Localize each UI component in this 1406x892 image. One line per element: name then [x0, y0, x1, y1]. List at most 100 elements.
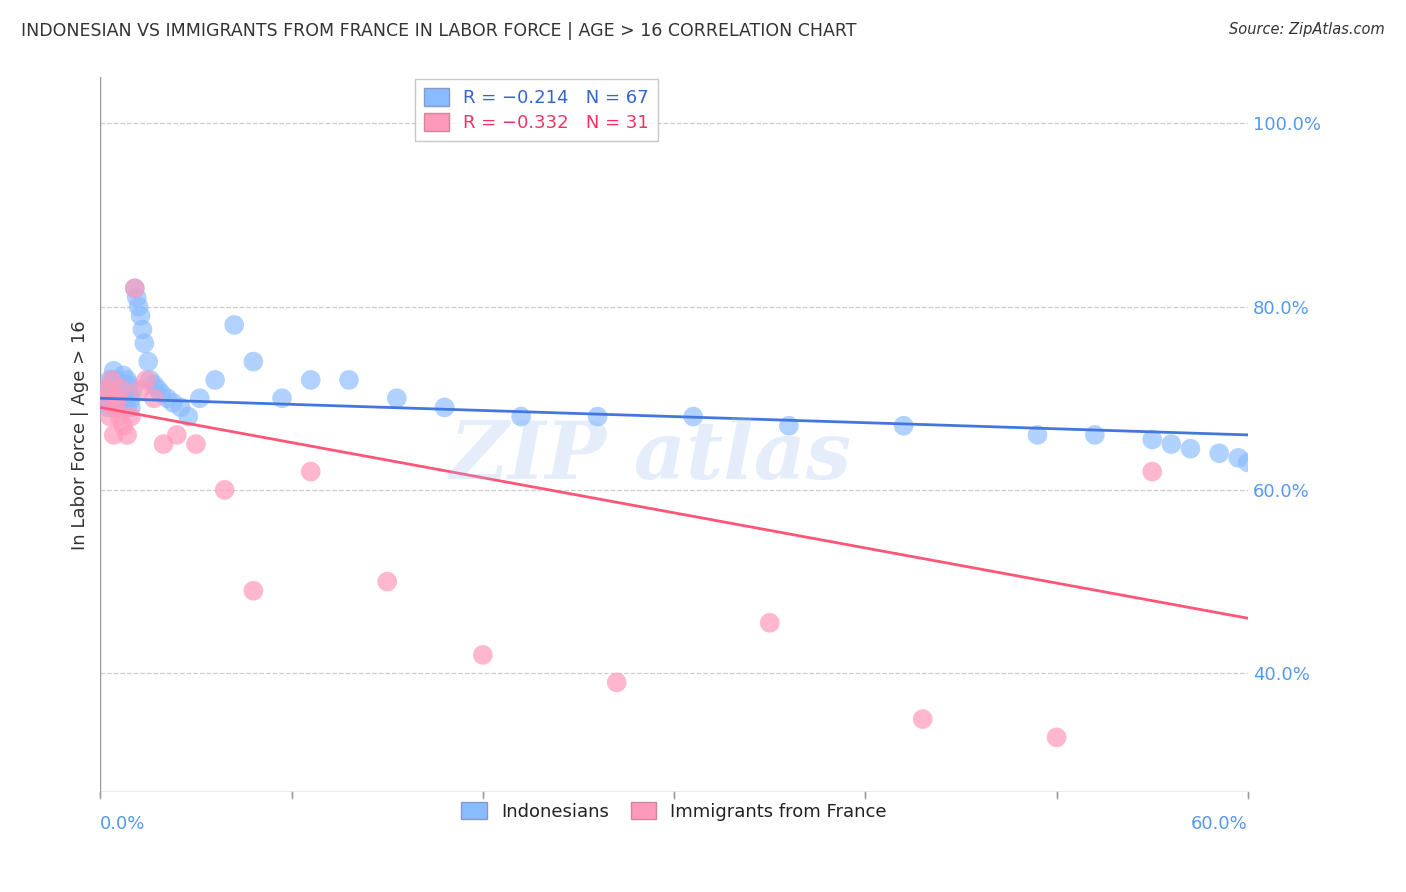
- Point: [224, 318, 246, 332]
- Point: [108, 409, 131, 424]
- Point: [98, 391, 121, 405]
- Point: [299, 373, 322, 387]
- Point: [214, 483, 236, 497]
- Point: [242, 583, 264, 598]
- Point: [135, 373, 157, 387]
- Point: [125, 290, 148, 304]
- Point: [142, 377, 165, 392]
- Point: [1227, 450, 1250, 465]
- Point: [586, 409, 609, 424]
- Point: [471, 648, 494, 662]
- Point: [337, 373, 360, 387]
- Point: [120, 409, 142, 424]
- Point: [156, 391, 179, 405]
- Point: [104, 401, 127, 415]
- Point: [103, 364, 125, 378]
- Point: [1208, 446, 1230, 460]
- Point: [146, 382, 169, 396]
- Point: [184, 437, 207, 451]
- Point: [188, 391, 211, 405]
- Point: [124, 281, 146, 295]
- Point: [98, 409, 121, 424]
- Point: [110, 377, 132, 392]
- Point: [385, 391, 408, 405]
- Point: [152, 437, 174, 451]
- Point: [911, 712, 934, 726]
- Point: [107, 391, 129, 405]
- Point: [94, 391, 117, 405]
- Point: [136, 354, 159, 368]
- Point: [606, 675, 628, 690]
- Point: [97, 382, 120, 396]
- Point: [139, 373, 162, 387]
- Point: [177, 409, 200, 424]
- Point: [115, 373, 138, 387]
- Point: [98, 373, 121, 387]
- Point: [110, 382, 132, 396]
- Point: [758, 615, 780, 630]
- Text: Source: ZipAtlas.com: Source: ZipAtlas.com: [1229, 22, 1385, 37]
- Point: [121, 382, 143, 396]
- Point: [118, 386, 141, 401]
- Point: [1160, 437, 1182, 451]
- Y-axis label: In Labor Force | Age > 16: In Labor Force | Age > 16: [72, 320, 89, 549]
- Text: ZIP atlas: ZIP atlas: [450, 417, 852, 495]
- Point: [1026, 428, 1049, 442]
- Point: [103, 382, 125, 396]
- Point: [120, 401, 142, 415]
- Point: [1045, 731, 1067, 745]
- Point: [124, 281, 146, 295]
- Point: [893, 418, 915, 433]
- Point: [131, 322, 153, 336]
- Point: [103, 428, 125, 442]
- Point: [104, 391, 127, 405]
- Point: [108, 401, 131, 415]
- Text: 60.0%: 60.0%: [1191, 815, 1249, 833]
- Point: [108, 391, 131, 405]
- Point: [120, 391, 142, 405]
- Point: [134, 336, 156, 351]
- Point: [142, 391, 165, 405]
- Point: [110, 386, 132, 401]
- Point: [166, 428, 188, 442]
- Point: [115, 428, 138, 442]
- Point: [112, 368, 135, 383]
- Point: [778, 418, 800, 433]
- Point: [101, 373, 124, 387]
- Point: [97, 401, 120, 415]
- Point: [129, 309, 152, 323]
- Point: [170, 401, 193, 415]
- Text: INDONESIAN VS IMMIGRANTS FROM FRANCE IN LABOR FORCE | AGE > 16 CORRELATION CHART: INDONESIAN VS IMMIGRANTS FROM FRANCE IN …: [21, 22, 856, 40]
- Point: [682, 409, 704, 424]
- Legend: Indonesians, Immigrants from France: Indonesians, Immigrants from France: [453, 793, 896, 830]
- Point: [1140, 465, 1163, 479]
- Point: [1084, 428, 1107, 442]
- Text: 0.0%: 0.0%: [100, 815, 146, 833]
- Point: [93, 391, 115, 405]
- Point: [299, 465, 322, 479]
- Point: [114, 382, 136, 396]
- Point: [114, 391, 136, 405]
- Point: [104, 401, 127, 415]
- Point: [128, 300, 150, 314]
- Point: [103, 373, 125, 387]
- Point: [97, 382, 120, 396]
- Point: [101, 396, 124, 410]
- Point: [433, 401, 456, 415]
- Point: [242, 354, 264, 368]
- Point: [107, 382, 129, 396]
- Point: [150, 386, 173, 401]
- Point: [204, 373, 226, 387]
- Point: [101, 377, 124, 392]
- Point: [1180, 442, 1202, 456]
- Point: [1140, 433, 1163, 447]
- Point: [94, 396, 117, 410]
- Point: [1237, 455, 1260, 469]
- Point: [118, 377, 141, 392]
- Point: [375, 574, 398, 589]
- Point: [112, 396, 135, 410]
- Point: [271, 391, 294, 405]
- Point: [129, 382, 152, 396]
- Point: [115, 401, 138, 415]
- Point: [112, 418, 135, 433]
